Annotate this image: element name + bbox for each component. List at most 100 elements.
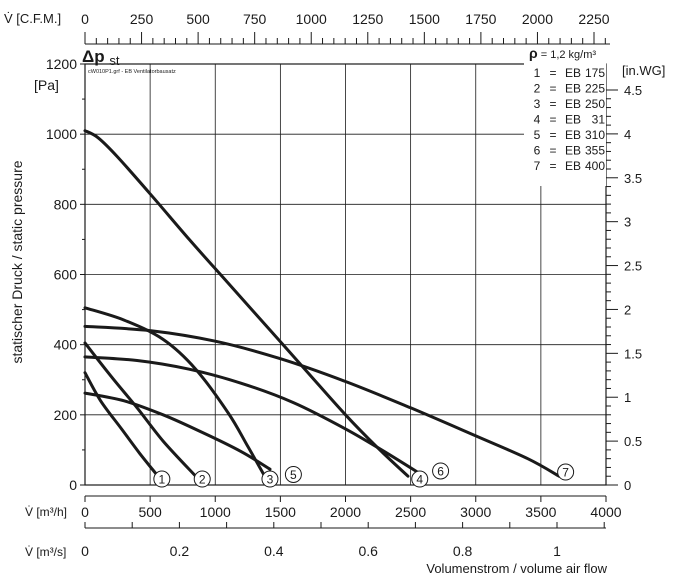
bottom-1-tick-label: 500 xyxy=(138,504,162,520)
curve-marker-circle xyxy=(432,462,450,480)
density-value: = 1,2 kg/m³ xyxy=(541,49,597,61)
legend-number: 1 xyxy=(534,66,541,80)
bottom-2-tick-label: 0.8 xyxy=(453,543,473,559)
bottom-2-tick-label: 0.2 xyxy=(170,543,190,559)
bottom-axis-1-label: V̇ [m³/h] xyxy=(25,505,67,519)
right-axis-unit: [in.WG] xyxy=(622,63,665,78)
legend-background xyxy=(524,59,606,186)
curve-marker-circle xyxy=(153,470,171,488)
legend: 1 = EB 175 2 = EB 225 3 = EB 250 4 = EB 31 5 = EB 310 6 = EB 35… xyxy=(534,66,606,173)
bottom-1-tick-label: 3000 xyxy=(460,504,491,520)
right-tick-label: 4 xyxy=(624,127,631,142)
legend-equals: = xyxy=(549,144,556,158)
right-axis-ticks: 0 0.5 1 1.5 2 2.5 3 3.5 4 4.5 xyxy=(606,83,642,493)
legend-number: 2 xyxy=(534,82,541,96)
delta-p-label: Δp st xyxy=(82,47,120,68)
top-tick-label: 500 xyxy=(186,11,210,27)
fan-curve-5 xyxy=(83,391,272,471)
top-tick-label: 250 xyxy=(130,11,154,27)
legend-number: 4 xyxy=(534,113,541,127)
curve-marker-label: 7 xyxy=(562,466,569,480)
delta-p-subscript: st xyxy=(109,53,120,68)
curve-marker-circle xyxy=(557,463,575,481)
legend-equals: = xyxy=(549,97,556,111)
fan-curve-4 xyxy=(83,129,410,478)
legend-size: 31 xyxy=(592,113,606,127)
density-label: ρ = 1,2 kg/m³ xyxy=(529,45,596,61)
y-axis-unit: [Pa] xyxy=(34,77,59,93)
curve-marker-label: 6 xyxy=(437,464,444,478)
curve-markers: 1 2 3 5 46 7 xyxy=(153,462,575,488)
bottom-1-tick-label: 0 xyxy=(81,504,89,520)
y-tick-label: 400 xyxy=(54,337,78,353)
curve-marker-label: 1 xyxy=(159,473,166,487)
legend-model: EB xyxy=(565,128,581,142)
right-tick-label: 0 xyxy=(624,478,631,493)
bottom-1-tick-label: 1500 xyxy=(265,504,296,520)
fan-curve-7 xyxy=(83,324,561,478)
legend-model: EB xyxy=(565,97,581,111)
curve-marker-label: 4 xyxy=(416,473,423,487)
bottom-2-tick-label: 0.6 xyxy=(358,543,378,559)
legend-number: 7 xyxy=(534,159,541,173)
delta-p-symbol: Δp xyxy=(82,47,105,66)
bottom-axis-2-ticks: 0 0.2 0.4 0.6 0.8 1 xyxy=(81,522,606,559)
fan-curve-2 xyxy=(83,341,198,478)
curve-marker-label: 3 xyxy=(267,473,274,487)
legend-equals: = xyxy=(549,82,556,96)
curve-marker-circle xyxy=(284,465,302,483)
bottom-2-tick-label: 1 xyxy=(553,543,561,559)
file-note: cW010P1.grf - EB Ventilatorbausatz xyxy=(88,69,176,75)
curve-marker-label: 2 xyxy=(199,473,206,487)
curve-marker-circle xyxy=(261,470,279,488)
y-tick-label: 1200 xyxy=(46,56,77,72)
legend-equals: = xyxy=(549,128,556,142)
y-tick-label: 0 xyxy=(69,477,77,493)
top-axis-ticks: 0 250 500 750 1000 1250 1500 1750 2000 2250 xyxy=(81,11,610,45)
fan-curve-1 xyxy=(83,371,159,476)
bottom-2-tick-label: 0.4 xyxy=(264,543,284,559)
legend-size: 225 xyxy=(585,82,605,96)
y-tick-label: 800 xyxy=(54,196,78,212)
bottom-1-tick-label: 3500 xyxy=(525,504,556,520)
bottom-1-tick-label: 4000 xyxy=(590,504,621,520)
right-tick-label: 2.5 xyxy=(624,259,642,274)
legend-model: EB xyxy=(565,144,581,158)
curve-marker-circle xyxy=(193,470,211,488)
curve-marker-label: 5 xyxy=(290,468,297,482)
top-tick-label: 0 xyxy=(81,11,89,27)
legend-size: 310 xyxy=(585,128,605,142)
legend-model: EB xyxy=(565,66,581,80)
right-tick-label: 0.5 xyxy=(624,434,642,449)
legend-equals: = xyxy=(549,113,556,127)
top-tick-label: 1000 xyxy=(296,11,327,27)
legend-model: EB xyxy=(565,82,581,96)
bottom-2-tick-label: 0 xyxy=(81,543,89,559)
legend-model: EB xyxy=(565,113,581,127)
right-tick-label: 4.5 xyxy=(624,83,642,98)
top-tick-label: 2250 xyxy=(578,11,609,27)
fan-curve-6 xyxy=(83,355,420,475)
bottom-axis-1-ticks: 0 500 1000 1500 2000 2500 3000 3500 4000 xyxy=(81,495,622,520)
legend-size: 400 xyxy=(585,159,605,173)
legend-size: 175 xyxy=(585,66,605,80)
legend-number: 3 xyxy=(534,97,541,111)
x-axis-title: Volumenstrom / volume air flow xyxy=(426,561,607,576)
right-tick-label: 3 xyxy=(624,215,631,230)
y-tick-label: 600 xyxy=(54,267,78,283)
top-tick-label: 1250 xyxy=(352,11,383,27)
legend-equals: = xyxy=(549,159,556,173)
bottom-1-tick-label: 2000 xyxy=(330,504,361,520)
legend-size: 355 xyxy=(585,144,605,158)
legend-model: EB xyxy=(565,159,581,173)
right-tick-label: 1 xyxy=(624,390,631,405)
legend-equals: = xyxy=(549,66,556,80)
top-tick-label: 1500 xyxy=(409,11,440,27)
bottom-axis-2-label: V̇ [m³/s] xyxy=(25,545,66,559)
right-tick-label: 3.5 xyxy=(624,171,642,186)
y-tick-label: 1000 xyxy=(46,126,77,142)
y-axis-ticks: 0 200 400 600 800 1000 1200 xyxy=(46,56,85,493)
top-tick-label: 2000 xyxy=(522,11,553,27)
bottom-1-tick-label: 1000 xyxy=(200,504,231,520)
